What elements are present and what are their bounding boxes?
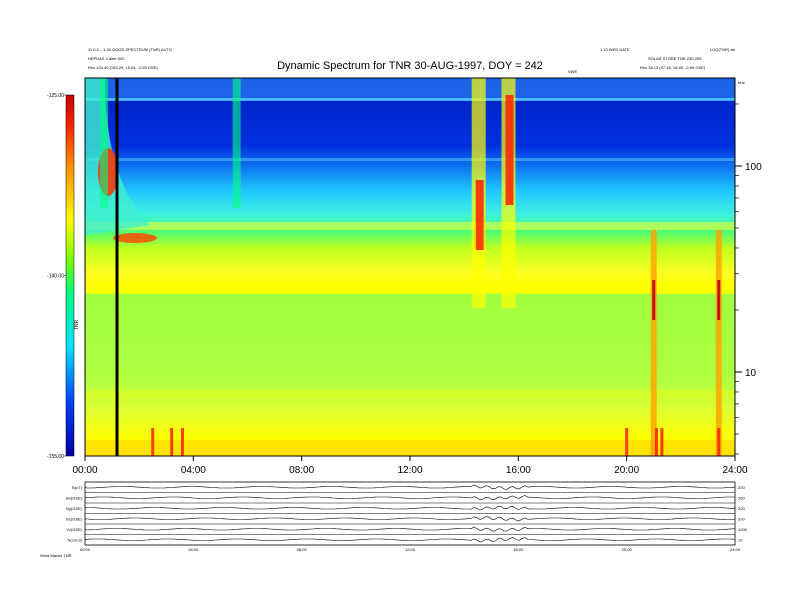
burst-column-core bbox=[505, 95, 514, 205]
y-axis-ticks: 100 10 bbox=[735, 103, 762, 455]
header-right-line3: Res 38.13 (97.18, 18.69, -2.69 GSE) bbox=[640, 65, 706, 70]
mini-panel-labels: B(nT) 200 Bx(GSE) 200 By(GSE) 200 Bz(GSE) 200 Vx… bbox=[66, 485, 747, 543]
mini-x-tick-label: 04:00 bbox=[188, 547, 199, 552]
mini-panel-label: N(cm-3) bbox=[68, 537, 83, 542]
x-tick-label: 12:00 bbox=[397, 465, 422, 476]
yellow-band-mid bbox=[85, 282, 735, 294]
header-left-line3: Res 104.40 (163.29, 15.04, -3.99 GSE) bbox=[88, 65, 158, 70]
bottom-spike bbox=[625, 428, 629, 456]
x-tick-label: 16:00 bbox=[506, 465, 531, 476]
colorbar-tick-label: -140.00 bbox=[47, 274, 64, 280]
burst-column-core bbox=[717, 280, 721, 320]
colorbar-tick-label: -155.00 bbox=[47, 454, 64, 460]
burst-column bbox=[715, 230, 722, 456]
bottom-spike bbox=[654, 428, 658, 456]
bottom-spike bbox=[181, 428, 184, 456]
mini-panel-label: B(nT) bbox=[72, 485, 83, 490]
mini-x-tick-label: 12:00 bbox=[405, 547, 416, 552]
header-right-line1: 1.10 WED DATE bbox=[600, 47, 630, 52]
x-tick-label: 20:00 bbox=[614, 465, 639, 476]
mini-panel-trace bbox=[84, 484, 736, 490]
burst-column bbox=[650, 230, 657, 456]
mini-panel-trace bbox=[84, 516, 736, 522]
top-band-line bbox=[85, 98, 735, 101]
mini-panel-right-label: 200 bbox=[738, 506, 745, 511]
mini-panel-label: Bx(GSE) bbox=[66, 495, 82, 500]
burst-columns bbox=[99, 78, 722, 456]
mini-panel-label: By(GSE) bbox=[66, 506, 82, 511]
x-tick-label: 04:00 bbox=[181, 465, 206, 476]
mini-footer: Wind Waves TNR bbox=[40, 553, 72, 558]
mini-x-tick-label: 00:00 bbox=[80, 547, 91, 552]
burst-red-band bbox=[113, 233, 157, 243]
mini-panel-x-ticks: 00:00 04:00 08:00 12:00 16:00 20:00 24:00 bbox=[80, 547, 741, 552]
mini-panel-right-label: 10 bbox=[738, 537, 743, 542]
y-tick-label: 100 bbox=[745, 162, 762, 173]
chart-title: Dynamic Spectrum for TNR 30-AUG-1997, DO… bbox=[277, 60, 543, 72]
spectrogram bbox=[85, 78, 735, 456]
yellow-band-low bbox=[85, 390, 735, 398]
bottom-spike bbox=[717, 428, 721, 456]
mini-panel-trace bbox=[84, 526, 736, 532]
burst-column-core bbox=[475, 180, 484, 250]
mini-panel-right-label: 200 bbox=[738, 495, 745, 500]
top-band bbox=[85, 78, 735, 100]
bottom-spike bbox=[151, 428, 155, 456]
x-tick-label: 24:00 bbox=[722, 465, 747, 476]
mid-blue-line bbox=[85, 158, 735, 161]
x-axis-ticks: 00:00 04:00 08:00 12:00 16:00 20:00 24:00 bbox=[72, 456, 748, 476]
header-right-corner: LOG(TNR) alt bbox=[710, 47, 736, 52]
bottom-spike bbox=[170, 428, 174, 456]
colorbar-tick-label: -125.00 bbox=[47, 93, 64, 99]
header-left-line1: 11 0.0 – 1.00 GOOD SPECTRUM (TNR) AUTO bbox=[88, 47, 172, 52]
x-tick-label: 00:00 bbox=[72, 465, 97, 476]
mini-x-tick-label: 08:00 bbox=[297, 547, 308, 552]
colorbar-ticks: -125.00 -140.00 -155.00 bbox=[47, 93, 66, 460]
axis-unit-label: kHz bbox=[738, 80, 745, 85]
time-marker-line bbox=[115, 78, 119, 456]
x-tick-label: 08:00 bbox=[289, 465, 314, 476]
bottom-band bbox=[85, 440, 735, 456]
mini-panel-label: Vx(GSE) bbox=[66, 527, 82, 532]
burst-column-core bbox=[652, 280, 656, 320]
burst-column bbox=[232, 78, 241, 208]
mini-x-tick-label: 20:00 bbox=[622, 547, 633, 552]
colorbar bbox=[65, 94, 75, 457]
header-left-line2: HEPHAS 3 alter 002 bbox=[88, 56, 125, 61]
y-tick-label: 10 bbox=[745, 368, 757, 379]
mini-panel-label: Bz(GSE) bbox=[66, 516, 82, 521]
header-right-line2: SOLAR STORE TNR 230-205 bbox=[648, 56, 702, 61]
mini-x-tick-label: 16:00 bbox=[513, 547, 524, 552]
mini-panel-right-label: 200 bbox=[738, 516, 745, 521]
bottom-spike bbox=[660, 428, 664, 456]
spectrogram-background bbox=[85, 78, 735, 456]
yellow-band-upper bbox=[85, 222, 735, 230]
mini-panels bbox=[84, 481, 736, 546]
mini-panel-trace bbox=[84, 495, 735, 501]
header-center-small: SWE bbox=[568, 69, 577, 74]
mini-panel-trace bbox=[84, 537, 736, 543]
mini-panel-right-label: 1000 bbox=[738, 527, 748, 532]
mini-panel-right-label: 200 bbox=[738, 485, 745, 490]
mini-x-tick-label: 24:00 bbox=[730, 547, 741, 552]
mini-panel-trace bbox=[84, 506, 736, 511]
burst-column bbox=[99, 78, 108, 208]
colorbar-label: TNR bbox=[74, 319, 80, 330]
